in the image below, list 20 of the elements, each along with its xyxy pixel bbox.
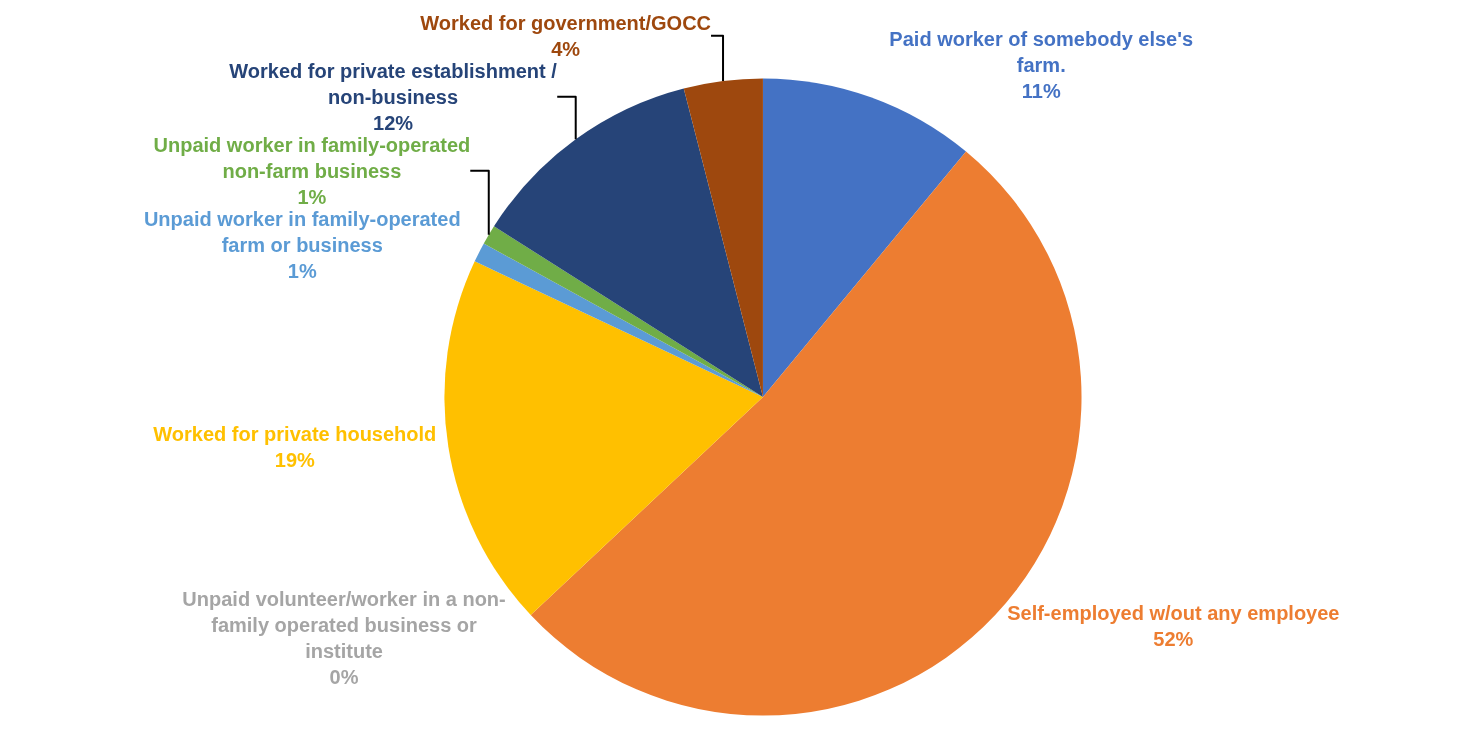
pie-slice [444,261,763,616]
pie-slice [762,78,967,397]
pie-slice [493,88,763,397]
data-label: 1% [297,185,327,208]
slice-label: Worked for private establishment / non-business [229,59,558,108]
pie-slice [683,78,763,397]
text: 0% [329,666,359,689]
slice-label: Unpaid worker in family-operated non-farm business [153,133,471,182]
data-label: 19% [274,449,316,472]
slice-label: Self-employed w/out any employee [1007,602,1340,625]
slice-label: Unpaid worker in family-operated farm or business [143,207,461,256]
slice-label: Worked for private household [153,423,437,446]
slice-label: Worked for government/GOCC [420,11,712,34]
data-label: 52% [1153,628,1194,651]
category-label: Unpaid volunteer/worker in a non-family operated business or institute [182,588,506,663]
data-label: 4% [551,37,581,60]
slice-label: Paid worker of somebody else's farm. [889,27,1194,76]
data-label: 11% [1021,79,1061,102]
data-label: 1% [287,259,317,282]
data-label: 12% [373,111,414,134]
